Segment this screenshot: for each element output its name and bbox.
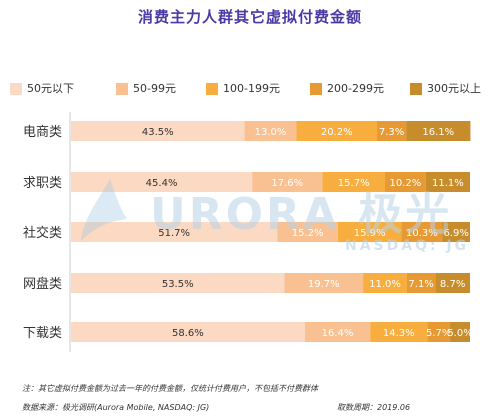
legend-item: 100-199元 [206,80,280,98]
bar-segment [71,172,253,192]
data-label: 16.4% [322,328,354,339]
data-label: 15.2% [292,228,324,239]
bar-segment [425,172,470,192]
data-label: 43.5% [142,127,174,138]
data-label: 51.7% [158,228,190,239]
data-label: 16.1% [422,127,454,138]
footnote-date: 取数周期：2019.06 [337,403,411,412]
category-label: 下载类 [23,326,62,341]
legend-swatch [206,83,218,95]
bar-segment [252,172,323,192]
data-label: 7.1% [408,279,433,290]
data-label: 17.6% [271,178,303,189]
footnote-note: 注：其它虚拟付费金额为过去一年的付费金额，仅统计付费用户，不包括不付费群体 [22,384,318,393]
data-label: 8.7% [440,279,465,290]
legend-label: 200-299元 [327,82,384,95]
legend-label: 50元以下 [27,82,74,95]
legend-item: 300元以上 [410,80,481,98]
legend-swatch [410,83,422,95]
bar-segment [427,322,451,342]
footnote-source: 数据来源：极光调研(Aurora Mobile, NASDAQ: JG) [22,403,210,412]
data-label: 15.7% [338,178,370,189]
bar-segment [284,273,364,293]
bar-segment [337,222,402,242]
bar-segment [71,322,305,342]
bar-segment [406,273,436,293]
bar-segment [296,121,378,141]
data-label: 53.5% [162,279,194,290]
bar-segment [406,121,471,141]
data-label: 11.1% [432,178,464,189]
data-label: 5.0% [447,328,472,339]
data-label: 58.6% [172,328,204,339]
data-label: 19.7% [308,279,340,290]
legend-label: 300元以上 [427,82,481,95]
data-label: 15.9% [354,228,386,239]
legend: 50元以下 50-99元 100-199元 200-299元 300元以上 [10,80,490,98]
bar-segment [450,322,470,342]
data-label: 13.0% [255,127,287,138]
legend-label: 100-199元 [223,82,280,95]
watermark-text: URORA 极光 [150,189,453,240]
aurora-logo-watermark [81,179,127,241]
data-label: 11.0% [369,279,401,290]
bar-segment [71,273,285,293]
bar-segment [401,222,443,242]
bar-segment [244,121,297,141]
legend-item: 50元以下 [10,80,74,98]
data-label: 14.3% [383,328,415,339]
bar-segment [71,222,278,242]
bar-segment [442,222,470,242]
bar-segment [385,172,426,192]
chart-plot: 电商类 43.5% 13.0% 20.2% 7.3% 16.1% 求职类 45.4% 17.6%… [22,112,472,352]
data-label: 20.2% [321,127,353,138]
watermark-subtext: NASDAQ: JG [345,238,470,254]
legend-label: 50-99元 [133,82,176,95]
bar-segment [71,121,245,141]
data-label: 6.9% [444,228,469,239]
data-label: 45.4% [146,178,178,189]
legend-swatch [10,83,22,95]
bar-segment [377,121,407,141]
category-label: 求职类 [23,176,62,191]
data-label: 5.7% [426,328,451,339]
legend-item: 50-99元 [116,80,176,98]
category-label: 社交类 [23,225,62,241]
category-label: 电商类 [23,125,62,140]
bar-segment [304,322,371,342]
legend-item: 200-299元 [310,80,384,98]
category-label: 网盘类 [23,276,62,292]
data-label: 10.3% [406,228,438,239]
data-label: 10.2% [389,178,421,189]
chart-title: 消费主力人群其它虚拟付费金额 [137,8,362,26]
bar-segment [322,172,386,192]
bar-segment [277,222,338,242]
legend-swatch [310,83,322,95]
bar-segment [363,273,407,293]
legend-swatch [116,83,128,95]
bar-segment [370,322,428,342]
data-label: 7.3% [379,127,404,138]
bar-segment [435,273,470,293]
